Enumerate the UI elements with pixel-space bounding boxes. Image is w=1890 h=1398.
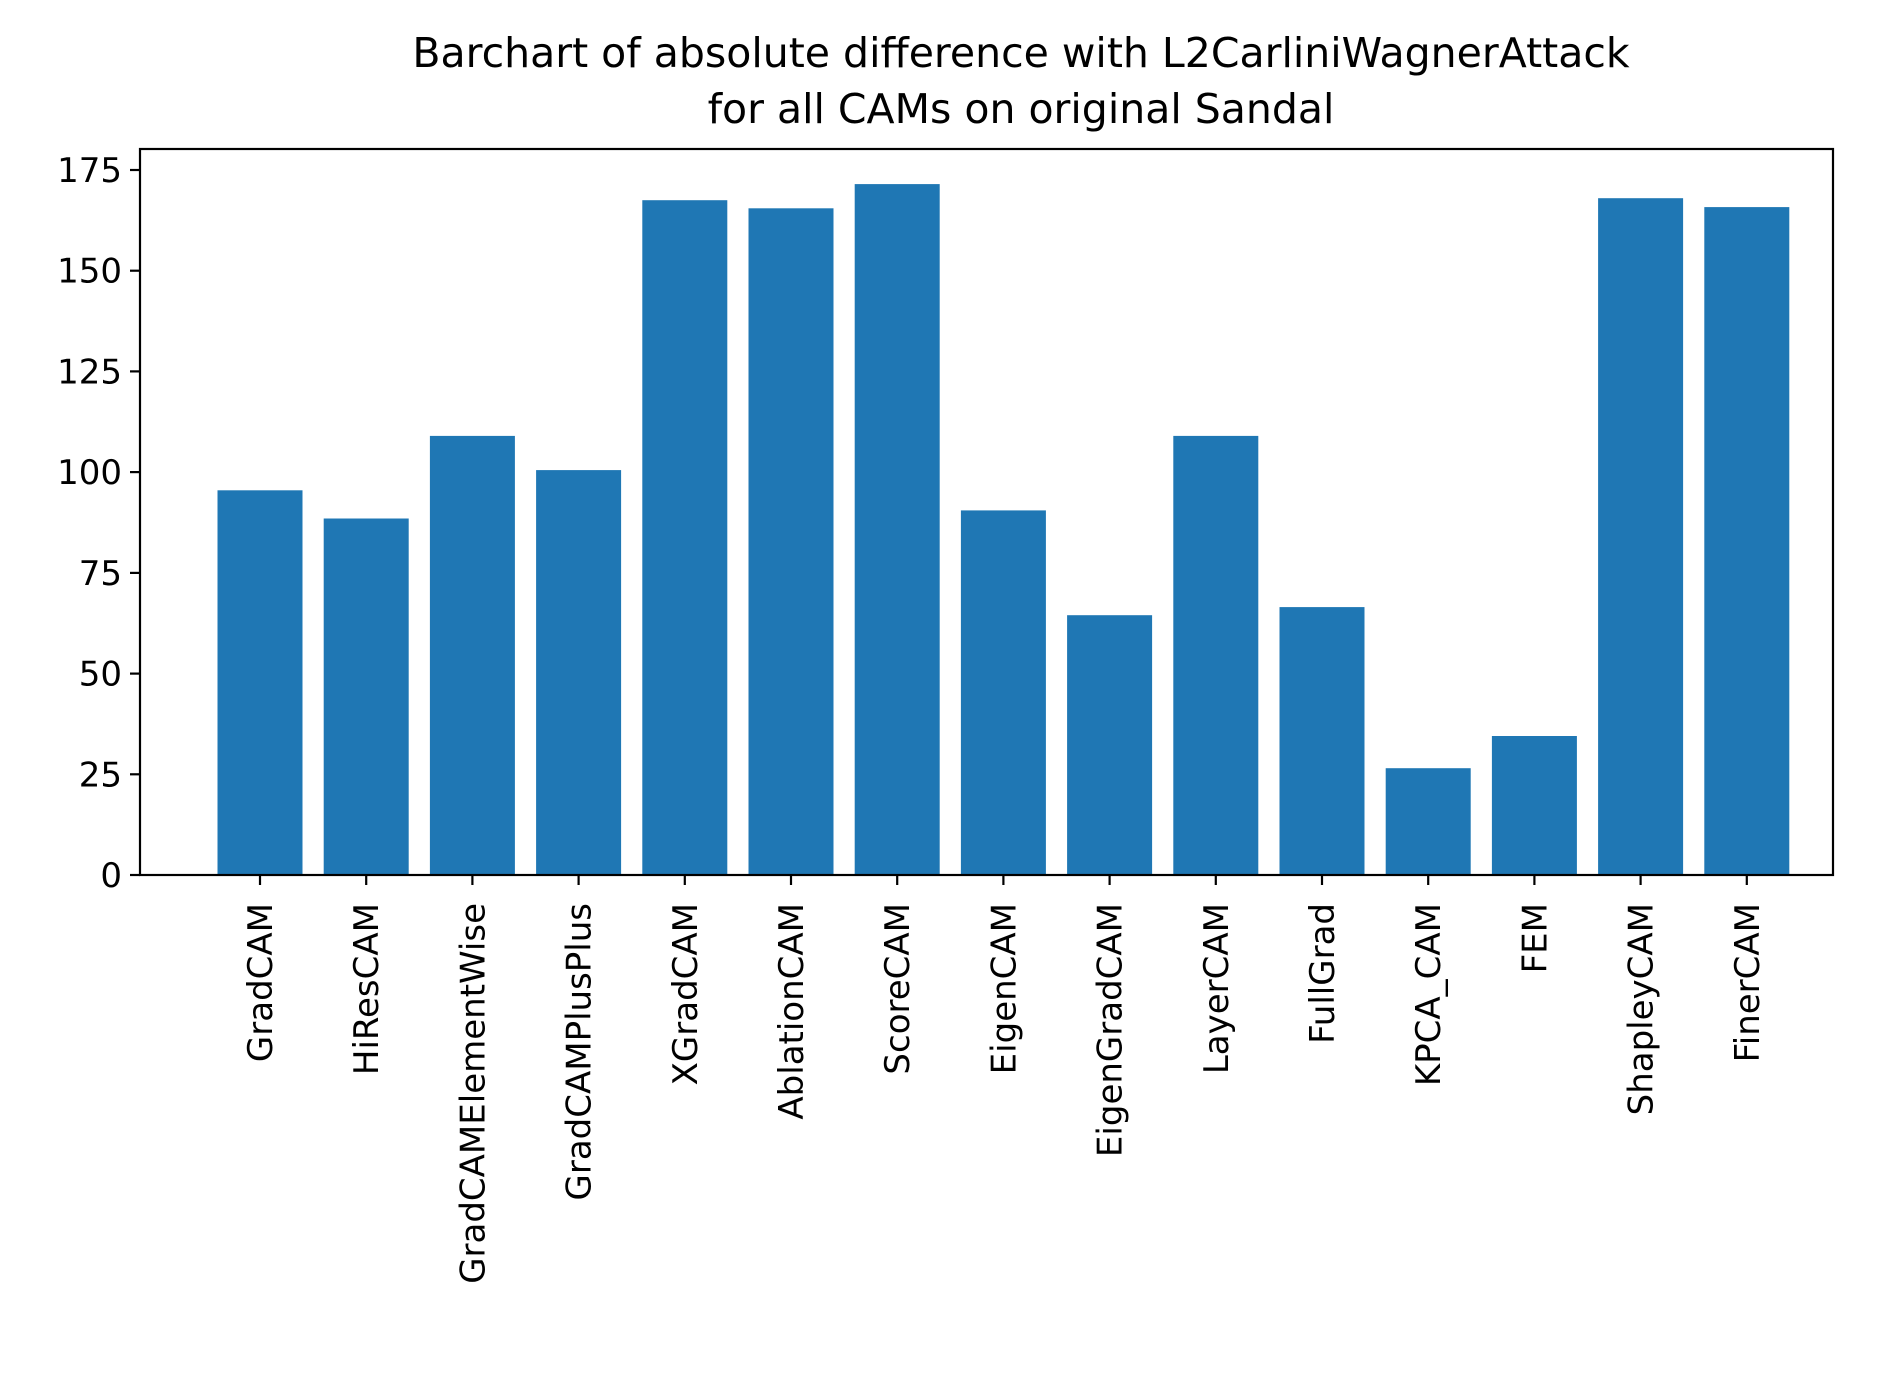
y-tick-label: 100 <box>57 453 122 493</box>
x-tick-label: KPCA_CAM <box>1409 903 1449 1086</box>
y-tick-label: 25 <box>79 755 122 795</box>
bar-gradcamelementwise <box>429 435 515 875</box>
x-tick-label: AblationCAM <box>772 903 812 1120</box>
x-tick-label: ScoreCAM <box>878 903 918 1075</box>
y-tick-label: 0 <box>100 856 122 896</box>
x-tick-label: FEM <box>1515 903 1555 973</box>
x-tick-label: EigenCAM <box>984 903 1024 1074</box>
bar-eigencam <box>960 510 1046 875</box>
bar-finercam <box>1704 207 1790 876</box>
x-tick-label: GradCAMPlusPlus <box>560 903 600 1201</box>
y-axis: 0 25 50 75 100 125 150 175 <box>57 151 140 896</box>
plot-area-frame <box>138 147 1835 877</box>
bar-ablationcam <box>748 208 834 876</box>
bars-group <box>217 184 1790 876</box>
chart-title-line-1: Barchart of absolute difference with L2C… <box>412 29 1630 77</box>
bar-xgradcam <box>642 200 728 875</box>
y-tick-label: 75 <box>79 554 122 594</box>
chart-title-line-2: for all CAMs on original Sandal <box>708 85 1335 133</box>
x-tick-label: FinerCAM <box>1728 903 1768 1062</box>
bar-layercam <box>1173 435 1259 875</box>
x-axis: GradCAM HiResCAM GradCAMElementWise GradCAM… <box>241 875 1768 1284</box>
y-tick-label: 50 <box>79 655 122 695</box>
bar-hirescam <box>323 518 409 875</box>
bar-fullgrad <box>1279 607 1365 875</box>
bar-shapleycam <box>1598 198 1684 875</box>
x-tick-label: GradCAM <box>241 903 281 1062</box>
x-tick-label: LayerCAM <box>1197 903 1237 1074</box>
bar-gradcamplusplus <box>536 470 622 875</box>
y-tick-label: 175 <box>57 151 122 191</box>
x-tick-label: GradCAMElementWise <box>453 903 493 1284</box>
bar-gradcam <box>217 490 303 875</box>
x-tick-label: XGradCAM <box>666 903 706 1085</box>
y-tick-label: 125 <box>57 352 122 392</box>
bar-fem <box>1491 736 1577 875</box>
y-tick-label: 150 <box>57 252 122 292</box>
bar-scorecam <box>854 184 940 876</box>
x-tick-label: HiResCAM <box>347 903 387 1075</box>
chart-title-group: Barchart of absolute difference with L2C… <box>412 29 1630 133</box>
bar-kpca-cam <box>1385 768 1471 875</box>
x-tick-label: FullGrad <box>1303 903 1343 1044</box>
x-tick-label: ShapleyCAM <box>1622 903 1662 1115</box>
bar-eigengradcam <box>1067 615 1153 875</box>
x-tick-label: EigenGradCAM <box>1091 903 1131 1157</box>
